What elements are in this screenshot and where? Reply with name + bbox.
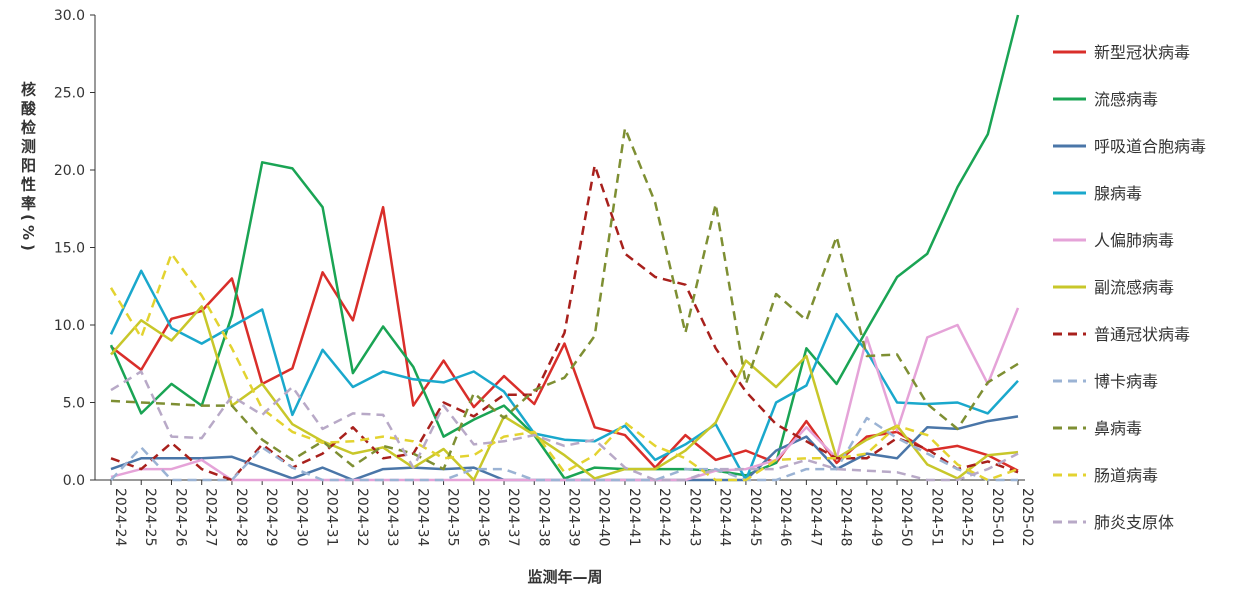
series-line-3 (109, 269, 1019, 482)
y-axis-title: 核酸检测阳性率(%) (19, 80, 37, 255)
legend-label-5: 副流感病毒 (1094, 278, 1174, 297)
x-tick-label: 2024-28 (233, 488, 249, 547)
x-tick-label: 2024-27 (203, 488, 219, 547)
x-tick-label: 2024-37 (505, 488, 521, 547)
legend-label-1: 流感病毒 (1094, 90, 1158, 109)
x-tick-label: 2024-38 (535, 488, 551, 547)
series-line-6 (110, 164, 1019, 482)
series-line-10 (110, 370, 1019, 482)
x-tick-label: 2024-47 (807, 488, 823, 547)
legend-label-7: 博卡病毒 (1094, 372, 1158, 391)
x-tick-label: 2024-29 (263, 488, 279, 547)
x-tick-label: 2024-33 (384, 488, 400, 547)
x-tick-label: 2024-45 (747, 488, 763, 547)
series-line-4 (110, 307, 1020, 482)
series-line-5 (110, 305, 1019, 482)
x-tick-label: 2024-35 (445, 488, 461, 547)
series-line-1 (109, 14, 1020, 480)
x-tick-label: 2024-34 (414, 488, 430, 547)
y-tick-label: 30.0 (54, 8, 85, 24)
legend-label-9: 肠道病毒 (1094, 466, 1158, 485)
x-tick-label: 2025-01 (989, 488, 1005, 547)
series-layer (109, 14, 1020, 482)
legend-label-3: 腺病毒 (1094, 184, 1142, 203)
x-tick-label: 2024-49 (868, 488, 884, 547)
x-tick-label: 2024-52 (959, 488, 975, 547)
y-tick-label: 20.0 (54, 163, 85, 179)
legend-label-10: 肺炎支原体 (1094, 513, 1174, 532)
y-tick-label: 5.0 (63, 396, 85, 412)
legend-label-8: 鼻病毒 (1094, 419, 1142, 438)
series-line-8 (110, 126, 1019, 471)
x-tick-label: 2024-39 (566, 488, 582, 547)
x-tick-label: 2024-50 (898, 488, 914, 547)
legend-label-2: 呼吸道合胞病毒 (1094, 137, 1206, 156)
x-tick-label: 2024-46 (777, 488, 793, 547)
x-tick-label: 2024-43 (686, 488, 702, 547)
x-tick-label: 2024-44 (717, 488, 733, 547)
x-tick-label: 2024-32 (354, 488, 370, 547)
x-tick-label: 2024-40 (596, 488, 612, 547)
series-line-0 (110, 205, 1019, 472)
x-axis: 2024-24 2024-25 2024-26 2024-27 2024-28 2024-… (95, 479, 1035, 547)
x-tick-label: 2024-31 (324, 488, 340, 547)
legend-label-0: 新型冠状病毒 (1094, 43, 1190, 62)
y-tick-label: 15.0 (54, 241, 85, 257)
x-tick-label: 2024-26 (172, 488, 188, 547)
x-tick-label: 2024-36 (475, 488, 491, 547)
x-tick-label: 2024-48 (838, 488, 854, 547)
x-tick-label: 2024-41 (626, 488, 642, 547)
series-line-7 (110, 416, 1018, 482)
x-tick-label: 2024-42 (656, 488, 672, 547)
x-tick-label: 2024-30 (293, 488, 309, 547)
x-axis-title: 监测年—周 (527, 568, 602, 586)
legend: 新型冠状病毒流感病毒呼吸道合胞病毒腺病毒人偏肺病毒副流感病毒普通冠状病毒博卡病毒… (1053, 43, 1206, 532)
x-tick-label: 2025-02 (1019, 488, 1035, 547)
y-tick-label: 0.0 (63, 473, 85, 489)
y-tick-label: 10.0 (54, 318, 85, 334)
x-tick-label: 2024-25 (142, 488, 158, 547)
y-tick-label: 25.0 (54, 86, 85, 102)
legend-label-6: 普通冠状病毒 (1094, 325, 1190, 344)
x-tick-label: 2024-51 (928, 488, 944, 547)
legend-label-4: 人偏肺病毒 (1094, 231, 1174, 250)
y-axis: 0.0 5.0 10.0 15.0 20.0 25.0 30.0 (54, 8, 96, 489)
x-tick-label: 2024-24 (112, 488, 128, 547)
